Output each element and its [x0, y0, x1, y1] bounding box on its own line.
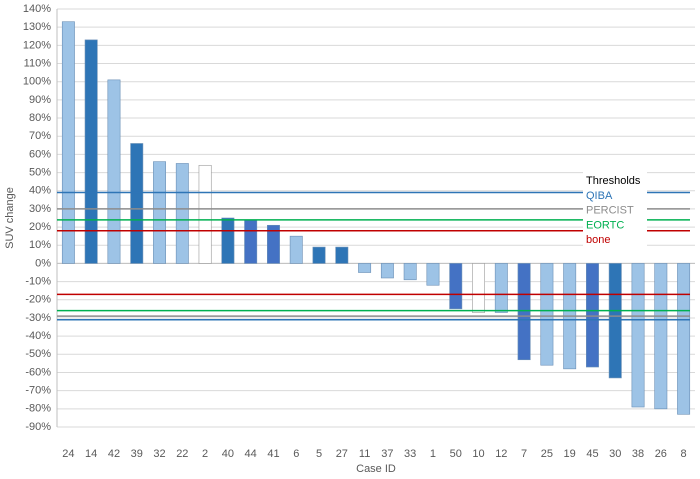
y-tick-label: 130%: [23, 21, 51, 33]
y-tick-label: 20%: [29, 221, 51, 233]
y-tick-label: 70%: [29, 130, 51, 142]
x-tick-label: 41: [267, 448, 279, 460]
x-tick-label: 1: [430, 448, 436, 460]
y-tick-label: 60%: [29, 148, 51, 160]
bar: [517, 263, 531, 361]
y-tick-label: -80%: [25, 403, 51, 415]
x-tick-label: 25: [541, 448, 553, 460]
bar: [472, 263, 485, 313]
x-tick-label: 38: [632, 448, 644, 460]
bar: [244, 219, 258, 264]
x-tick-label: 14: [85, 448, 97, 460]
bar: [61, 21, 75, 264]
bar: [130, 143, 144, 264]
x-tick-label: 6: [293, 448, 299, 460]
x-tick-label: 33: [404, 448, 416, 460]
bar: [631, 263, 645, 408]
y-tick-label: 100%: [23, 76, 51, 88]
y-tick-label: -40%: [25, 330, 51, 342]
bar: [358, 263, 372, 273]
x-tick-label: 12: [495, 448, 507, 460]
bar: [198, 164, 212, 264]
legend-entry: EORTC: [586, 219, 624, 231]
bar: [289, 235, 303, 264]
bar: [403, 263, 417, 281]
y-tick-label: 120%: [23, 39, 51, 51]
bar: [312, 246, 326, 264]
bar: [84, 39, 98, 264]
x-tick-label: 27: [336, 448, 348, 460]
x-tick-label: 22: [176, 448, 188, 460]
x-axis-label: Case ID: [356, 463, 396, 475]
bar: [449, 263, 463, 310]
y-tick-label: -90%: [25, 421, 51, 433]
y-tick-label: -10%: [25, 276, 51, 288]
x-tick-label: 7: [521, 448, 527, 460]
x-tick-label: 11: [359, 448, 370, 460]
bar: [608, 263, 622, 379]
bar: [494, 263, 508, 313]
x-tick-label: 8: [681, 448, 687, 460]
x-tick-label: 32: [153, 448, 165, 460]
bar: [426, 263, 440, 286]
bar: [335, 246, 349, 264]
y-tick-label: -30%: [25, 312, 51, 324]
x-tick-label: 50: [450, 448, 462, 460]
bar: [267, 224, 280, 264]
y-tick-label: -60%: [25, 366, 51, 378]
y-tick-label: 80%: [29, 112, 51, 124]
x-tick-label: 39: [131, 448, 143, 460]
legend-background: [583, 172, 647, 248]
y-tick-label: 0%: [35, 257, 51, 269]
legend-entry: bone: [586, 234, 610, 246]
x-tick-label: 26: [655, 448, 667, 460]
x-tick-label: 42: [108, 448, 120, 460]
y-axis-label: SUV change: [4, 187, 16, 249]
bar: [586, 263, 599, 368]
x-tick-label: 5: [316, 448, 322, 460]
x-tick-label: 2: [202, 448, 208, 460]
bar: [153, 161, 166, 264]
x-tick-label: 44: [245, 448, 257, 460]
legend-entry: QIBA: [586, 190, 613, 202]
y-tick-label: 90%: [29, 94, 51, 106]
x-tick-label: 19: [564, 448, 576, 460]
bar: [540, 263, 554, 366]
y-tick-label: 10%: [29, 239, 51, 251]
y-tick-label: 140%: [23, 3, 51, 15]
bar: [107, 79, 121, 264]
legend-title: Thresholds: [586, 175, 641, 187]
y-tick-label: -20%: [25, 294, 51, 306]
x-tick-label: 10: [472, 448, 484, 460]
y-tick-label: -70%: [25, 385, 51, 397]
x-tick-label: 45: [586, 448, 598, 460]
x-tick-label: 40: [222, 448, 234, 460]
y-tick-label: -50%: [25, 348, 51, 360]
y-tick-label: 110%: [24, 57, 52, 69]
bar: [175, 163, 189, 264]
y-tick-label: 40%: [29, 185, 51, 197]
bar: [677, 263, 691, 415]
bar: [221, 217, 235, 264]
y-tick-label: 30%: [29, 203, 51, 215]
bar: [654, 263, 668, 410]
x-tick-label: 30: [609, 448, 621, 460]
x-tick-label: 24: [62, 448, 74, 460]
y-tick-label: 50%: [29, 166, 51, 178]
legend-entry: PERCIST: [586, 205, 634, 217]
bar: [380, 263, 394, 279]
x-tick-label: 37: [381, 448, 393, 460]
